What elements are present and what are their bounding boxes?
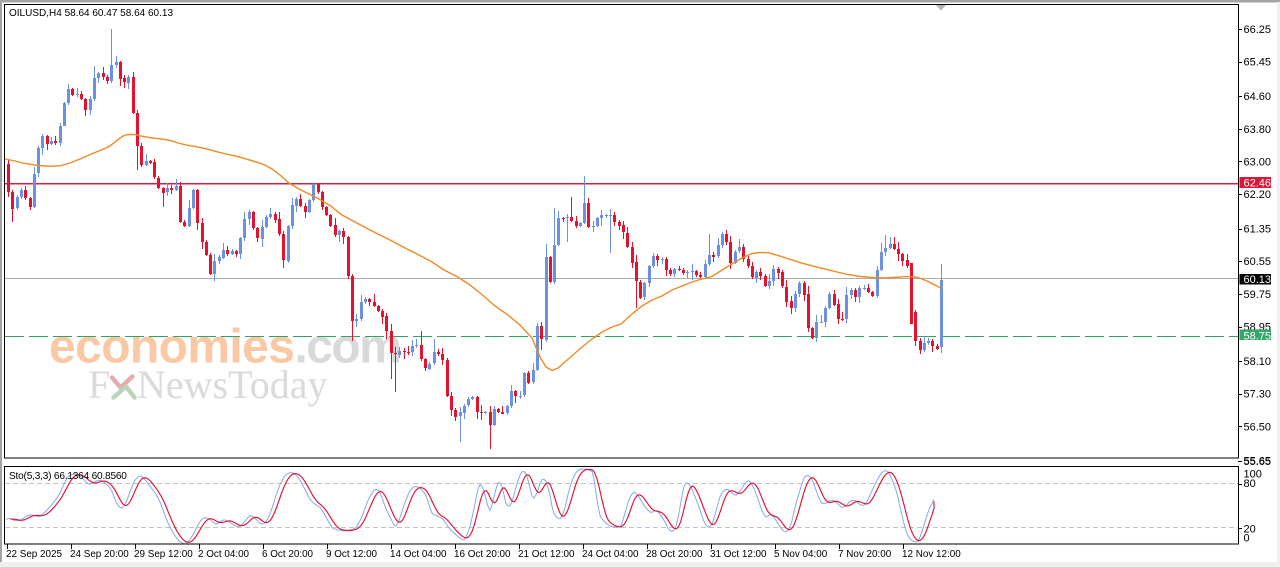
svg-text:62.20: 62.20 — [1244, 189, 1272, 201]
svg-text:16 Oct 20:00: 16 Oct 20:00 — [454, 549, 511, 560]
svg-text:14 Oct 04:00: 14 Oct 04:00 — [390, 549, 447, 560]
svg-text:2 Oct 04:00: 2 Oct 04:00 — [198, 549, 250, 560]
svg-text:55.65: 55.65 — [1244, 456, 1272, 468]
svg-text:57.30: 57.30 — [1244, 389, 1272, 401]
svg-text:12 Nov 12:00: 12 Nov 12:00 — [902, 549, 961, 560]
svg-text:22 Sep 2025: 22 Sep 2025 — [6, 549, 63, 560]
svg-text:NewsToday: NewsToday — [137, 362, 328, 407]
svg-text:29 Sep 12:00: 29 Sep 12:00 — [134, 549, 193, 560]
svg-text:21 Oct 12:00: 21 Oct 12:00 — [518, 549, 575, 560]
svg-text:20: 20 — [1244, 524, 1256, 536]
svg-text:62.46: 62.46 — [1244, 177, 1272, 189]
svg-text:100: 100 — [1244, 468, 1262, 480]
svg-text:60.13: 60.13 — [1244, 274, 1272, 286]
svg-text:63.00: 63.00 — [1244, 156, 1272, 168]
svg-text:58.10: 58.10 — [1244, 356, 1272, 368]
svg-text:28 Oct 20:00: 28 Oct 20:00 — [646, 549, 703, 560]
svg-text:63.80: 63.80 — [1244, 124, 1272, 136]
svg-text:7 Nov 20:00: 7 Nov 20:00 — [838, 549, 892, 560]
svg-text:60.55: 60.55 — [1244, 256, 1272, 268]
svg-text:66.25: 66.25 — [1244, 24, 1272, 36]
svg-text:61.35: 61.35 — [1244, 224, 1272, 236]
svg-text:31 Oct 12:00: 31 Oct 12:00 — [710, 549, 767, 560]
svg-text:F: F — [88, 362, 110, 407]
svg-text:64.60: 64.60 — [1244, 91, 1272, 103]
svg-text:24 Oct 04:00: 24 Oct 04:00 — [582, 549, 639, 560]
svg-text:55.65: 55.65 — [1244, 456, 1272, 468]
svg-text:80: 80 — [1244, 478, 1256, 490]
svg-text:Sto(5,3,3) 66.1364 60.8560: Sto(5,3,3) 66.1364 60.8560 — [9, 471, 127, 482]
svg-text:24 Sep 20:00: 24 Sep 20:00 — [70, 549, 129, 560]
svg-text:5 Nov 04:00: 5 Nov 04:00 — [774, 549, 828, 560]
svg-text:OILUSD,H4 58.64 60.47 58.64 6: OILUSD,H4 58.64 60.47 58.64 60.13 — [9, 8, 173, 19]
svg-text:59.75: 59.75 — [1244, 289, 1272, 301]
svg-text:65.45: 65.45 — [1244, 57, 1272, 69]
svg-text:56.50: 56.50 — [1244, 421, 1272, 433]
svg-text:9 Oct 12:00: 9 Oct 12:00 — [326, 549, 378, 560]
svg-text:0: 0 — [1244, 533, 1250, 545]
svg-text:6 Oct 20:00: 6 Oct 20:00 — [262, 549, 314, 560]
svg-text:58.75: 58.75 — [1244, 330, 1272, 342]
svg-text:economies.com: economies.com — [49, 321, 400, 374]
